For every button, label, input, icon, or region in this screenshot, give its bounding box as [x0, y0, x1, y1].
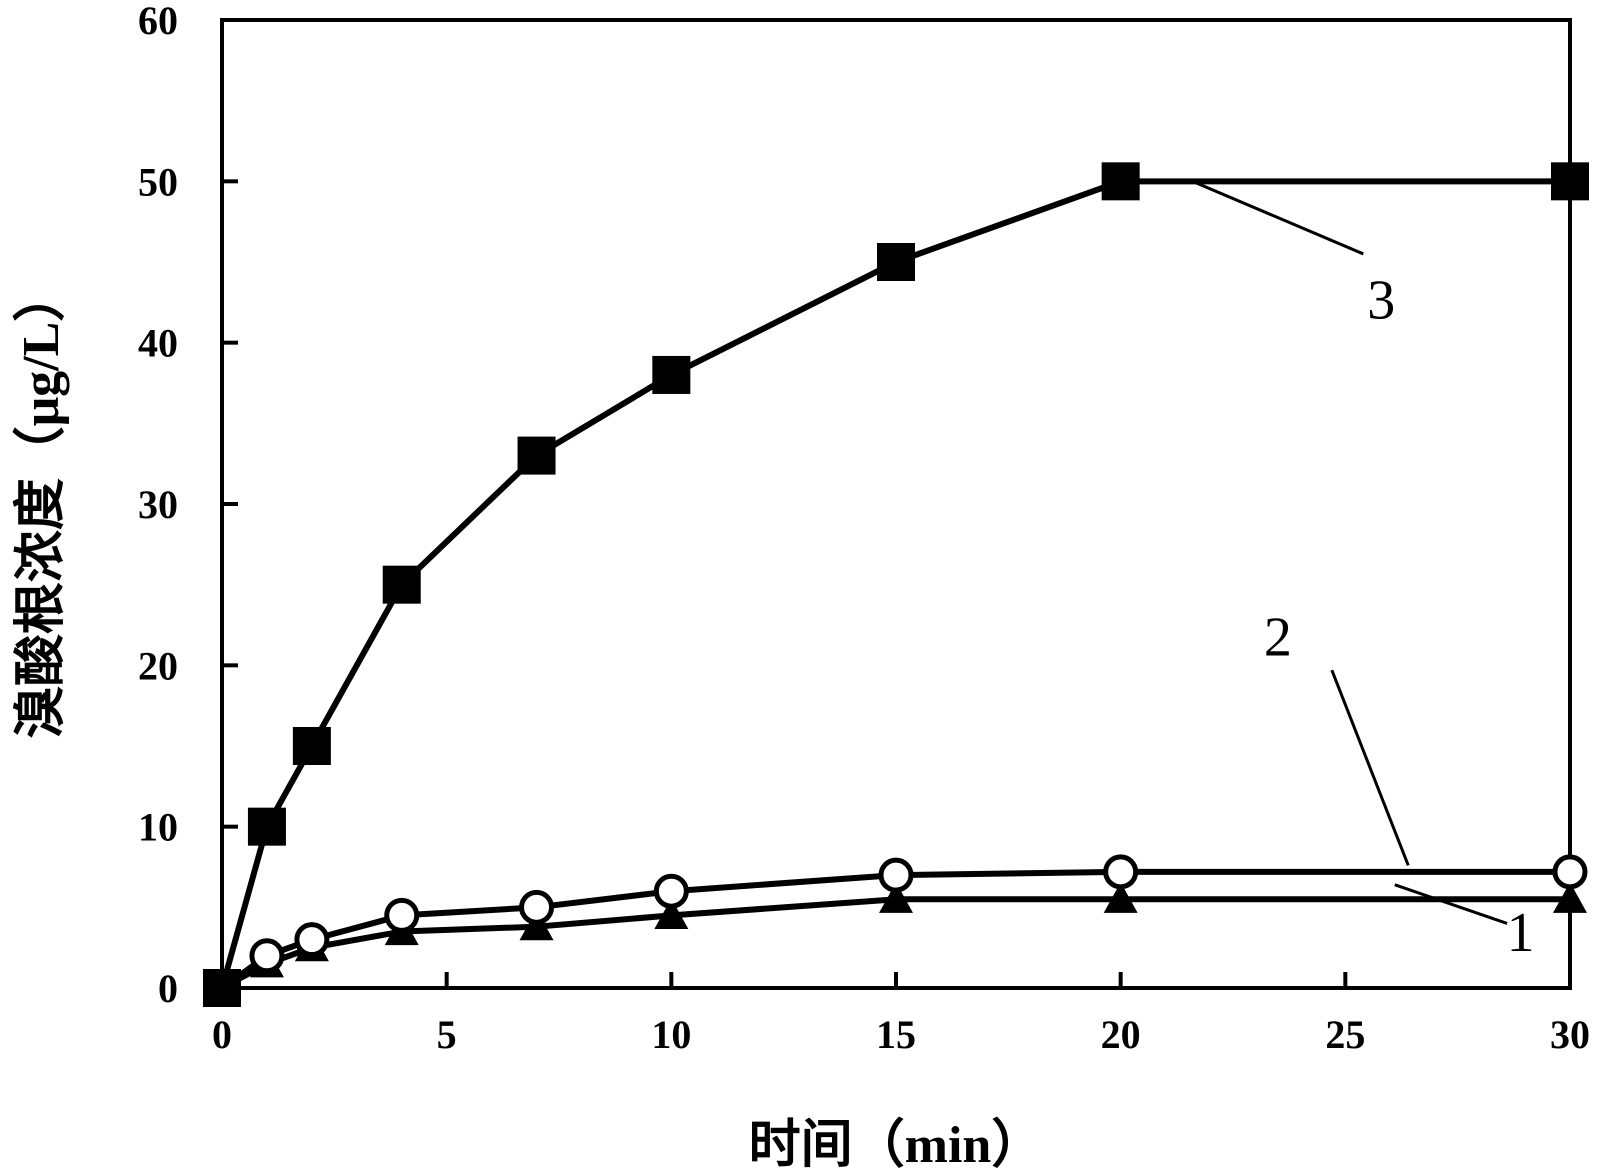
x-tick-label: 5: [437, 1012, 457, 1057]
series-3-point: [517, 436, 556, 475]
y-tick-label: 40: [138, 321, 178, 366]
series-3-point: [203, 969, 241, 1007]
series-callouts: 1 2 3: [1191, 179, 1535, 964]
series-3-point: [877, 243, 915, 281]
series-2-point: [878, 857, 914, 893]
series-3-point: [247, 807, 286, 846]
y-axis-title: 溴酸根浓度（μg/L）: [12, 270, 70, 739]
y-axis-tick-labels: 0 10 20 30 40 50 60: [138, 0, 178, 1011]
series-2-point: [1552, 854, 1588, 890]
series-1-point: [1103, 882, 1138, 913]
series-3-point: [292, 727, 331, 765]
series-1-callout-label: 1: [1507, 902, 1535, 964]
x-tick-label: 15: [876, 1012, 916, 1057]
x-axis-title: 时间（min）: [749, 1116, 1044, 1174]
series-1-point: [879, 882, 913, 913]
y-tick-label: 0: [158, 966, 178, 1011]
y-tick-label: 60: [138, 0, 178, 43]
y-tick-label: 10: [138, 805, 178, 850]
series-3-point: [652, 355, 691, 394]
series-2-point: [294, 922, 330, 958]
series-2-callout-label: 2: [1264, 607, 1292, 669]
series-2-point: [249, 938, 285, 974]
x-tick-label: 30: [1550, 1012, 1590, 1057]
series-1-point: [654, 898, 689, 929]
series-3-callout-label: 3: [1367, 269, 1395, 331]
series-2-point: [1103, 854, 1139, 890]
series-1-callout-line: [1394, 883, 1508, 925]
x-axis-tick-labels: 0 5 10 15 20 25 30: [212, 1012, 1590, 1057]
series-2-point: [519, 889, 555, 925]
series-2-point: [384, 897, 420, 933]
series-markers: [203, 162, 1589, 1007]
series-2-point: [653, 873, 689, 909]
x-tick-label: 0: [212, 1012, 232, 1057]
x-tick-label: 10: [651, 1012, 691, 1057]
y-tick-label: 20: [138, 643, 178, 688]
y-tick-label: 50: [138, 159, 178, 204]
plot-area: [220, 18, 1572, 990]
series-1-point: [1553, 882, 1587, 913]
series-3-point: [382, 565, 421, 604]
series-3-callout-line: [1191, 179, 1364, 256]
x-tick-label: 25: [1325, 1012, 1365, 1057]
y-axis-ticks: [222, 18, 238, 990]
x-tick-label: 20: [1101, 1012, 1141, 1057]
series-3-point: [1551, 162, 1589, 201]
y-tick-label: 30: [138, 482, 178, 527]
series-2-callout-line: [1330, 669, 1410, 866]
x-axis-ticks: [220, 972, 1572, 988]
series-3-point: [1101, 162, 1140, 201]
series-1-point: [519, 909, 554, 941]
plot-frame: [220, 18, 1572, 990]
